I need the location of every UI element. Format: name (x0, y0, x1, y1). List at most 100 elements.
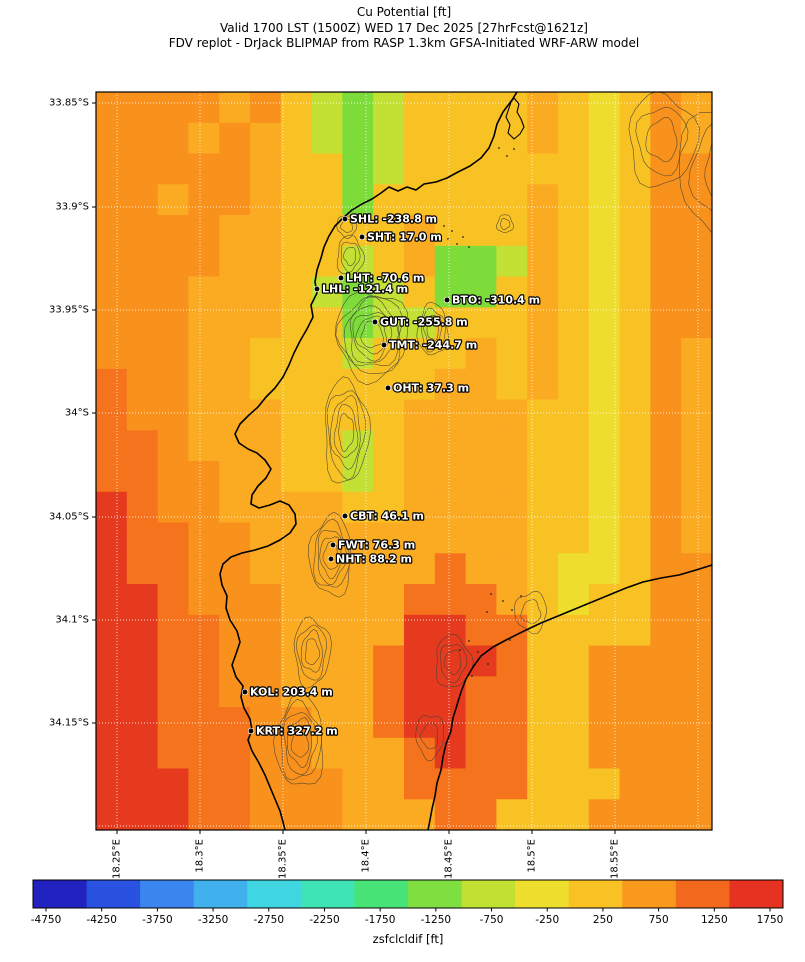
heat-cell (188, 522, 220, 554)
heat-cell (250, 461, 282, 493)
heat-cell (250, 215, 282, 247)
heat-cell (157, 645, 189, 677)
heat-cell (342, 153, 374, 185)
terrain-contour (340, 219, 353, 233)
terrain-contour (420, 722, 439, 750)
heat-cell (465, 737, 497, 770)
heat-cell (126, 491, 159, 524)
colorbar-frame (32, 879, 784, 909)
heat-cell (650, 122, 682, 155)
heat-cell (496, 122, 528, 155)
terrain-speckle (462, 236, 464, 238)
heat-cell (311, 307, 343, 339)
terrain-contour (514, 590, 548, 635)
colorbar-segment (729, 880, 784, 908)
station-label: SHL: -238.8 m (350, 213, 437, 226)
heat-cell (404, 645, 436, 677)
terrain-contour-layer (273, 92, 712, 785)
heat-cell (126, 245, 159, 278)
heat-cell (280, 399, 313, 431)
heat-cell (588, 153, 621, 185)
heat-cell (373, 584, 405, 616)
heat-cell (588, 338, 621, 370)
terrain-contour (327, 390, 366, 481)
terrain-contour (313, 518, 351, 588)
heat-cell (342, 768, 374, 800)
heat-cell (465, 676, 497, 708)
heat-cell (157, 307, 189, 339)
heat-cell (465, 430, 497, 462)
colorbar-tick-label: -750 (480, 914, 504, 926)
station-dot (337, 274, 345, 282)
station-label: FWT: 76.3 m (338, 539, 415, 552)
heat-cell (434, 368, 467, 401)
heat-cell (250, 368, 282, 401)
heat-cell (465, 307, 497, 339)
heat-cell (311, 768, 343, 800)
heat-cell (250, 338, 282, 370)
heat-cell (619, 122, 651, 155)
heat-cell (588, 399, 621, 431)
heat-cell (126, 737, 159, 770)
heat-cell (465, 92, 497, 124)
heat-cell (558, 430, 590, 462)
heat-cell (404, 430, 436, 462)
heat-cell (126, 122, 159, 155)
heat-cell (219, 522, 251, 554)
colorbar-layer: -4750 -4250 -3750 -3250 -2750 -2250 -1750 -1250… (31, 879, 784, 926)
heat-cell (126, 153, 159, 185)
heat-cell (280, 584, 313, 616)
heat-cell (404, 184, 436, 216)
heat-cell (558, 215, 590, 247)
heat-cell (126, 799, 159, 830)
heat-cell (342, 307, 374, 339)
heat-cell (157, 92, 189, 124)
heat-cell (434, 799, 467, 830)
heat-cell (373, 491, 405, 524)
heat-cell (96, 184, 128, 216)
terrain-contour (335, 295, 403, 374)
heat-cell (188, 338, 220, 370)
heat-cell (280, 184, 313, 216)
heat-cell (250, 276, 282, 308)
heat-cell (650, 215, 682, 247)
terrain-contour (440, 644, 468, 684)
heat-cell (434, 553, 467, 585)
heat-cell (250, 430, 282, 462)
heat-cell (219, 245, 251, 278)
heat-cell (280, 614, 313, 647)
station-label: KRT: 327.2 m (256, 725, 338, 738)
terrain-contour (635, 106, 689, 177)
title-block: Cu Potential [ft] Valid 1700 LST (1500Z)… (40, 5, 768, 52)
heat-cell (157, 338, 189, 370)
heat-cell (465, 245, 497, 278)
heat-cell (219, 491, 251, 524)
heat-cell (496, 676, 528, 708)
terrain-speckle (468, 640, 470, 642)
heat-cell (126, 184, 159, 216)
heat-cell (373, 645, 405, 677)
heat-cell (219, 276, 251, 308)
heat-cell (250, 768, 282, 800)
heat-cell (126, 768, 159, 800)
colorbar-axis-label: zsfclcldif [ft] (373, 932, 444, 946)
heat-cell (558, 768, 590, 800)
heat-cell (465, 184, 497, 216)
heat-cell (219, 799, 251, 830)
colorbar-tick-label: -2250 (309, 914, 340, 926)
terrain-contour (325, 376, 371, 484)
station-label: KOL: 203.4 m (250, 686, 333, 699)
terrain-contour (352, 312, 393, 362)
heat-cell (434, 153, 467, 185)
heat-cell (188, 491, 220, 524)
heat-cell (496, 215, 528, 247)
heat-cell (219, 122, 251, 155)
heat-cell (465, 276, 497, 308)
heat-cell (96, 768, 128, 800)
terrain-speckle (509, 639, 511, 641)
heat-cell (219, 92, 251, 124)
colorbar-tick-label: -4750 (31, 914, 62, 926)
heat-cell (311, 92, 343, 124)
heat-cell (619, 461, 651, 493)
heat-cell (280, 307, 313, 339)
